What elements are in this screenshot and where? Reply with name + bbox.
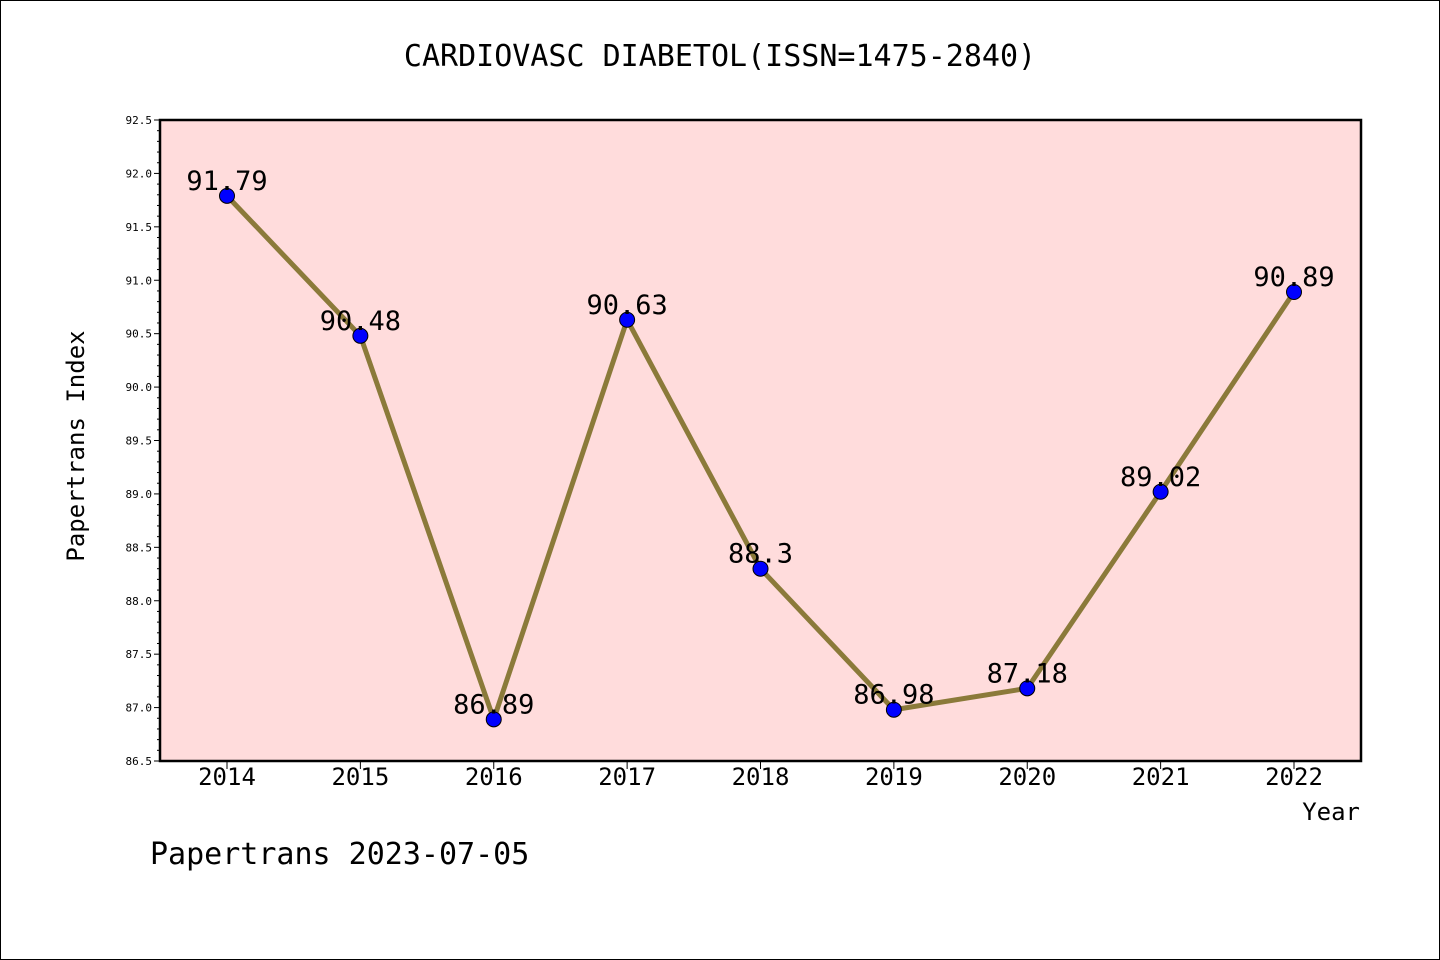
x-tick-label: 2019 (865, 763, 923, 791)
x-tick-label: 2017 (598, 763, 656, 791)
x-tick-label: 2021 (1132, 763, 1190, 791)
x-tick-label: 2014 (198, 763, 256, 791)
footer-source-date: Papertrans 2023-07-05 (150, 837, 529, 872)
data-label: 86.98 (853, 680, 934, 711)
data-label: 90.63 (586, 290, 667, 321)
y-tick-label: 88.5 (126, 541, 153, 554)
data-label: 91.79 (186, 166, 267, 197)
data-point (219, 187, 235, 204)
x-tick-label: 2016 (465, 763, 523, 791)
y-tick-label: 91.0 (126, 274, 153, 287)
y-tick-label: 86.5 (126, 755, 153, 768)
y-tick-label: 89.0 (126, 488, 153, 501)
data-point (1286, 284, 1302, 301)
y-axis-label: Papertrans Index (62, 330, 90, 561)
x-tick-label: 2020 (998, 763, 1056, 791)
y-tick-label: 88.0 (126, 595, 153, 608)
y-tick-label: 89.5 (126, 435, 153, 448)
y-tick-label: 91.5 (126, 221, 153, 234)
data-label: 88.3 (728, 539, 793, 570)
plot-area (158, 118, 1363, 763)
x-axis-ticks: 2014 2015 2016 2017 2018 2019 2020 2021 2022 (198, 761, 1323, 791)
x-tick-label: 2015 (331, 763, 389, 791)
y-tick-label: 90.5 (126, 328, 153, 341)
data-label: 89.02 (1120, 462, 1201, 493)
y-tick-label: 92.5 (126, 114, 153, 127)
data-point (485, 711, 502, 728)
data-point (352, 327, 369, 344)
data-point (752, 560, 769, 577)
x-tick-label: 2018 (732, 763, 790, 791)
data-point (885, 701, 902, 718)
y-tick-label: 87.0 (126, 702, 153, 715)
data-point (1019, 680, 1036, 697)
data-point (1152, 483, 1169, 500)
chart-title: CARDIOVASC DIABETOL(ISSN=1475-2840) (404, 39, 1036, 74)
x-axis-label: Year (1302, 798, 1360, 826)
data-point (619, 311, 636, 328)
y-axis-ticks: 86.5 87.0 87.5 88.0 88.5 89.0 89.5 90.0 90.5 91.0… (126, 114, 160, 768)
series-papertrans-index: 91.79 90.48 86.89 90.63 88.3 86.98 87.18 89.02 9… (186, 166, 1335, 728)
data-label: 90.89 (1253, 262, 1334, 293)
y-tick-label: 92.0 (126, 167, 153, 180)
x-tick-label: 2022 (1265, 763, 1323, 791)
data-label: 90.48 (320, 306, 401, 337)
data-label: 87.18 (987, 658, 1068, 689)
data-label: 86.89 (453, 689, 534, 720)
y-tick-label: 87.5 (126, 648, 153, 661)
y-tick-label: 90.0 (126, 381, 153, 394)
